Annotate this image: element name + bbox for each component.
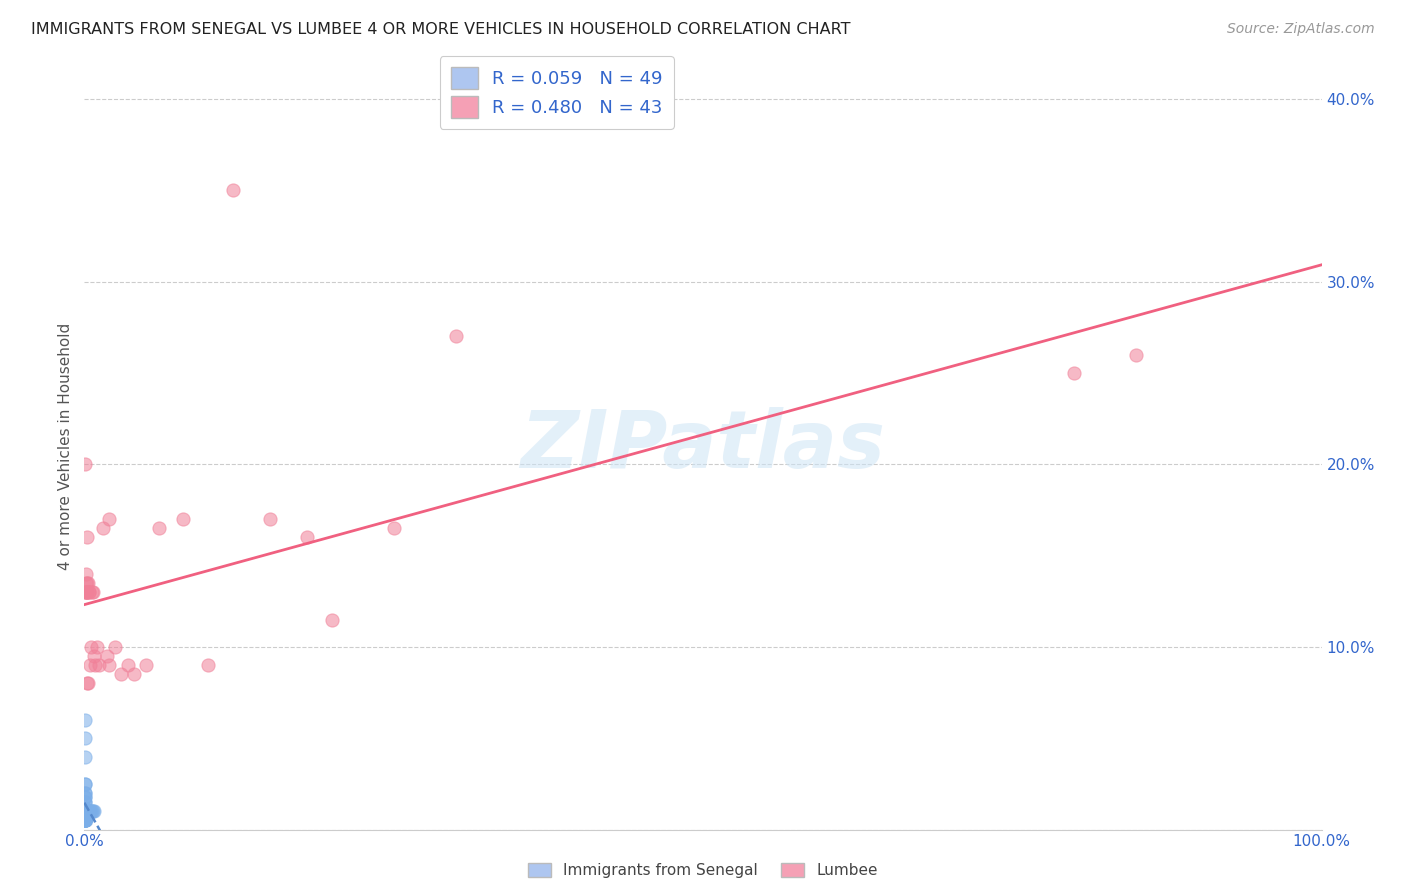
Point	[76, 576, 98, 591]
Point	[73, 795, 96, 809]
Point	[75, 808, 97, 822]
Point	[82, 585, 104, 599]
Point	[73, 808, 96, 822]
Point	[75, 585, 97, 599]
Point	[73, 786, 96, 800]
Point	[79, 805, 101, 819]
Point	[75, 789, 97, 804]
Point	[77, 805, 100, 819]
Point	[73, 457, 96, 471]
Point	[76, 585, 98, 599]
Point	[75, 814, 97, 828]
Point	[79, 658, 101, 673]
Point	[75, 576, 97, 591]
Point	[117, 658, 139, 673]
Point	[73, 800, 96, 814]
Point	[80, 805, 103, 819]
Legend: Immigrants from Senegal, Lumbee: Immigrants from Senegal, Lumbee	[522, 857, 884, 884]
Point	[122, 667, 145, 681]
Point	[104, 640, 127, 654]
Point	[75, 805, 97, 819]
Point	[76, 585, 98, 599]
Point	[98, 658, 121, 673]
Point	[76, 676, 98, 690]
Point	[73, 814, 96, 828]
Point	[75, 805, 97, 819]
Point	[83, 805, 105, 819]
Point	[382, 521, 405, 535]
Point	[79, 805, 101, 819]
Point	[75, 805, 97, 819]
Point	[75, 805, 97, 819]
Text: IMMIGRANTS FROM SENEGAL VS LUMBEE 4 OR MORE VEHICLES IN HOUSEHOLD CORRELATION CH: IMMIGRANTS FROM SENEGAL VS LUMBEE 4 OR M…	[31, 22, 851, 37]
Point	[321, 613, 343, 627]
Point	[148, 521, 170, 535]
Point	[75, 585, 97, 599]
Point	[77, 676, 100, 690]
Point	[89, 658, 111, 673]
Point	[222, 183, 245, 197]
Point	[75, 566, 97, 581]
Point	[75, 814, 97, 828]
Point	[1125, 348, 1147, 362]
Point	[96, 648, 118, 663]
Point	[75, 585, 97, 599]
Point	[79, 585, 101, 599]
Point	[76, 530, 98, 544]
Point	[75, 814, 97, 828]
Point	[73, 808, 96, 822]
Point	[75, 814, 97, 828]
Text: Source: ZipAtlas.com: Source: ZipAtlas.com	[1227, 22, 1375, 37]
Point	[79, 805, 101, 819]
Point	[84, 658, 107, 673]
Point	[73, 814, 96, 828]
Point	[86, 640, 108, 654]
Point	[73, 814, 96, 828]
Point	[98, 512, 121, 526]
Point	[73, 808, 96, 822]
Point	[83, 648, 105, 663]
Point	[1063, 366, 1085, 380]
Point	[73, 713, 96, 727]
Point	[73, 795, 96, 809]
Point	[80, 585, 103, 599]
Point	[75, 805, 97, 819]
Point	[75, 808, 97, 822]
Point	[73, 731, 96, 746]
Point	[197, 658, 219, 673]
Point	[76, 805, 98, 819]
Point	[75, 814, 97, 828]
Point	[135, 658, 157, 673]
Point	[79, 640, 101, 654]
Point	[75, 805, 97, 819]
Point	[444, 329, 467, 343]
Point	[73, 777, 96, 791]
Y-axis label: 4 or more Vehicles in Household: 4 or more Vehicles in Household	[58, 322, 73, 570]
Point	[73, 786, 96, 800]
Point	[73, 749, 96, 764]
Point	[77, 805, 100, 819]
Point	[75, 789, 97, 804]
Text: ZIPatlas: ZIPatlas	[520, 407, 886, 485]
Point	[73, 814, 96, 828]
Point	[77, 576, 100, 591]
Point	[75, 808, 97, 822]
Point	[76, 805, 98, 819]
Legend: R = 0.059   N = 49, R = 0.480   N = 43: R = 0.059 N = 49, R = 0.480 N = 43	[440, 56, 673, 129]
Point	[259, 512, 281, 526]
Point	[82, 805, 104, 819]
Point	[75, 805, 97, 819]
Point	[76, 805, 98, 819]
Point	[110, 667, 132, 681]
Point	[295, 530, 318, 544]
Point	[75, 805, 97, 819]
Point	[76, 808, 98, 822]
Point	[172, 512, 194, 526]
Point	[73, 805, 96, 819]
Point	[76, 805, 98, 819]
Point	[77, 585, 100, 599]
Point	[91, 521, 114, 535]
Point	[73, 777, 96, 791]
